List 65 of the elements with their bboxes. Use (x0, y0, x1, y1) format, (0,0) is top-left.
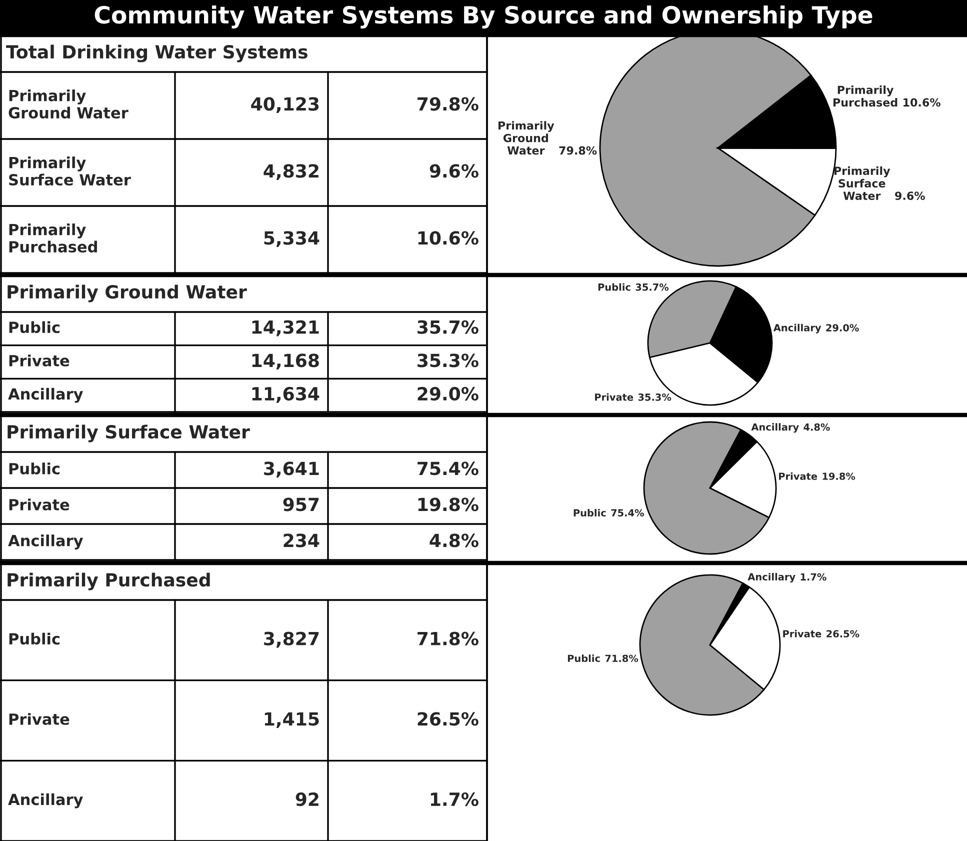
slice-label: Public (568, 654, 600, 662)
text: 79.8% (418, 97, 478, 111)
text: 4,832 (264, 164, 318, 180)
slice-label: Ancillary (748, 572, 796, 582)
text: 71.8% (418, 632, 478, 646)
text: Public (9, 632, 60, 645)
text: 3,641 (264, 462, 319, 478)
text: 1,415 (264, 712, 319, 728)
slice-label: Ancillary (773, 324, 822, 334)
data-label: 26.5% (826, 630, 860, 638)
slice-label: Private (779, 472, 818, 480)
data-label: 35.3% (638, 393, 672, 401)
text: Primarily Purchased (9, 223, 97, 253)
text: Primarily Purchased (8, 572, 210, 590)
data-label: 75.4% (611, 509, 644, 517)
data-label: 10.6% (904, 98, 940, 107)
text: Primarily Surface Water (9, 156, 131, 186)
data-label: 4.8% (804, 423, 830, 431)
text: Ancillary (8, 388, 83, 403)
data-label: 79.8% (559, 146, 597, 155)
text: 92 (296, 792, 318, 806)
text: 957 (283, 498, 319, 512)
text: Total Drinking Water Systems (6, 44, 308, 62)
data-label: 71.8% (605, 654, 638, 662)
text: Primarily Ground Water (8, 284, 247, 302)
data-label: 35.7% (636, 283, 669, 291)
slice-label: Ancillary (751, 423, 799, 433)
data-label: 1.7% (800, 573, 826, 581)
data-label: 9.6% (895, 192, 925, 200)
text: 40,123 (251, 97, 319, 114)
text: Primarily Surface Water (8, 424, 250, 442)
text: Ancillary (8, 793, 83, 808)
text: 29.0% (418, 386, 478, 401)
text: 14,321 (252, 320, 319, 336)
text: 1.7% (430, 792, 478, 806)
text: 4.8% (430, 534, 478, 548)
text: 19.8% (418, 498, 478, 512)
slice-label: Primarily Surface Water (834, 166, 890, 200)
data-label: 19.8% (822, 472, 856, 480)
text: Private (9, 498, 70, 510)
text: 5,334 (264, 231, 320, 248)
data-label: 29.0% (826, 324, 859, 332)
slice-label: Primarily Ground Water (498, 121, 554, 155)
text: Private (9, 713, 70, 725)
slice-label: Private (595, 393, 634, 401)
slice-label: Public (574, 509, 606, 517)
text: 9.6% (430, 164, 478, 178)
slice-label: Public (598, 283, 630, 291)
text: Public (9, 462, 60, 474)
text: 11,634 (252, 386, 320, 403)
slice-label: Private (783, 630, 822, 638)
text: 10.6% (418, 231, 478, 245)
text: Private (9, 354, 70, 366)
text: Public (9, 321, 60, 334)
text: 35.3% (418, 354, 478, 368)
text: Community Water Systems By Source and Ownership Type (94, 5, 872, 29)
text: Primarily Ground Water (8, 89, 128, 119)
text: 14,168 (252, 354, 319, 370)
text: Ancillary (8, 534, 83, 550)
text: 3,827 (264, 632, 319, 648)
text: 35.7% (418, 320, 478, 334)
text: 75.4% (418, 462, 478, 476)
slice-label: Primarily Purchased (833, 85, 898, 107)
text: 26.5% (418, 712, 478, 726)
text: 234 (284, 534, 320, 548)
